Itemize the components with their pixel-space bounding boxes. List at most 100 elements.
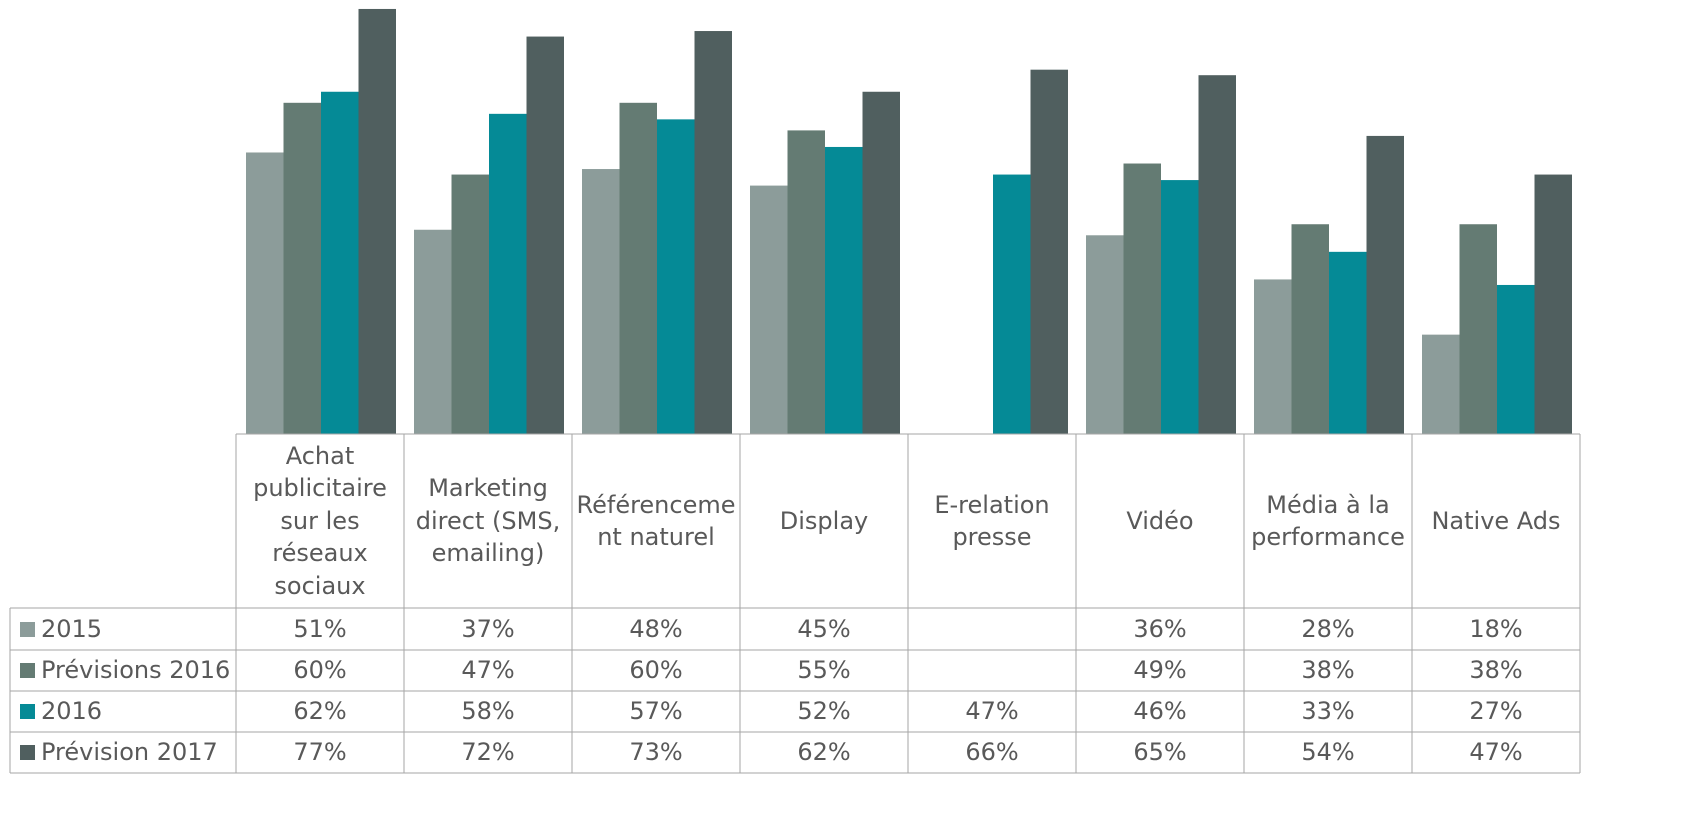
- x-tick-label: Référencement naturel: [572, 434, 740, 608]
- bar: [283, 102, 321, 435]
- x-tick-label-text: Marketing direct (SMS, emailing): [415, 474, 561, 568]
- data-label-text: 58%: [461, 697, 515, 726]
- bar: [1422, 334, 1460, 434]
- bar: [1198, 75, 1236, 434]
- bar: [582, 169, 620, 435]
- bar: [1086, 235, 1124, 434]
- x-tick-label-text: Achat publicitaire sur les réseaux socia…: [253, 442, 387, 600]
- legend-entry: 2016: [10, 691, 236, 732]
- data-label-text: 49%: [1133, 656, 1187, 685]
- data-label: 73%: [572, 732, 740, 773]
- data-label-text: 48%: [629, 614, 683, 643]
- data-label-text: 47%: [461, 656, 515, 685]
- legend-entry: Prévision 2017: [10, 732, 236, 773]
- legend-label: Prévision 2017: [41, 738, 218, 767]
- data-label: 27%: [1412, 691, 1580, 732]
- x-tick-label: Média à la performance: [1244, 434, 1412, 608]
- bar: [619, 102, 657, 435]
- bar: [1459, 224, 1497, 434]
- bar: [694, 31, 732, 434]
- x-tick-label-text: Média à la performance: [1251, 490, 1405, 551]
- data-label-text: 73%: [629, 738, 683, 767]
- x-tick-label: Native Ads: [1412, 434, 1580, 608]
- x-tick-label-text: E-relation presse: [934, 490, 1050, 551]
- x-tick-label-text: Vidéo: [1126, 506, 1194, 535]
- data-label-text: 65%: [1133, 738, 1187, 767]
- data-label-text: 60%: [629, 656, 683, 685]
- legend-label: 2016: [41, 697, 103, 726]
- data-label-text: 60%: [293, 656, 347, 685]
- bar: [1329, 251, 1367, 434]
- data-label: 38%: [1412, 650, 1580, 691]
- legend-label: 2015: [41, 614, 103, 643]
- data-label-text: 54%: [1301, 738, 1355, 767]
- data-label-text: 66%: [965, 738, 1019, 767]
- data-label: 77%: [236, 732, 404, 773]
- x-tick-label: Marketing direct (SMS, emailing): [404, 434, 572, 608]
- data-label: 62%: [236, 691, 404, 732]
- x-tick-label: Display: [740, 434, 908, 608]
- data-label: 45%: [740, 608, 908, 650]
- data-label-text: 33%: [1301, 697, 1355, 726]
- data-label-text: 47%: [1469, 738, 1523, 767]
- data-label: 18%: [1412, 608, 1580, 650]
- legend-entry: 2015: [10, 608, 236, 650]
- data-label: 51%: [236, 608, 404, 650]
- bar: [750, 185, 788, 434]
- bar: [321, 91, 359, 434]
- x-tick-label: E-relation presse: [908, 434, 1076, 608]
- data-label-text: 51%: [293, 614, 347, 643]
- data-label: 55%: [740, 650, 908, 691]
- bar: [451, 174, 489, 434]
- data-label: 47%: [404, 650, 572, 691]
- data-label-text: 72%: [461, 738, 515, 767]
- bar: [1030, 69, 1068, 435]
- data-label: 65%: [1076, 732, 1244, 773]
- data-label: 60%: [236, 650, 404, 691]
- data-label: 38%: [1244, 650, 1412, 691]
- data-label: 58%: [404, 691, 572, 732]
- data-label: 66%: [908, 732, 1076, 773]
- data-label: 49%: [1076, 650, 1244, 691]
- data-label-text: 77%: [293, 738, 347, 767]
- bar: [1366, 135, 1404, 435]
- data-label-text: 55%: [797, 656, 851, 685]
- data-label-text: 38%: [1301, 656, 1355, 685]
- bar: [414, 229, 452, 434]
- data-label-text: 38%: [1469, 656, 1523, 685]
- data-label-text: 52%: [797, 697, 851, 726]
- data-label-text: 62%: [293, 697, 347, 726]
- data-label-text: 46%: [1133, 697, 1187, 726]
- bar: [526, 36, 564, 435]
- data-label: 46%: [1076, 691, 1244, 732]
- data-label: 48%: [572, 608, 740, 650]
- bar: [358, 8, 396, 435]
- data-label: 33%: [1244, 691, 1412, 732]
- data-label: 62%: [740, 732, 908, 773]
- legend-swatch: [20, 621, 35, 637]
- bar: [1161, 180, 1199, 434]
- data-label-text: 36%: [1133, 614, 1187, 643]
- bar: [1497, 284, 1535, 434]
- data-label: 37%: [404, 608, 572, 650]
- legend-label: Prévisions 2016: [41, 656, 231, 685]
- bar: [993, 174, 1031, 434]
- legend-entry: Prévisions 2016: [10, 650, 236, 691]
- x-tick-label: Vidéo: [1076, 434, 1244, 608]
- data-label: 47%: [908, 691, 1076, 732]
- bar: [246, 152, 284, 435]
- x-tick-label-text: Display: [779, 506, 869, 535]
- legend-swatch: [20, 745, 35, 760]
- x-tick-label-text: Native Ads: [1431, 506, 1561, 535]
- bar: [1254, 279, 1292, 434]
- data-label-text: 28%: [1301, 614, 1355, 643]
- data-label: 28%: [1244, 608, 1412, 650]
- bar: [657, 119, 695, 435]
- bar: [489, 113, 527, 434]
- data-label-text: 62%: [797, 738, 851, 767]
- bar: [787, 130, 825, 434]
- bar: [1123, 163, 1161, 434]
- legend-swatch: [20, 663, 35, 678]
